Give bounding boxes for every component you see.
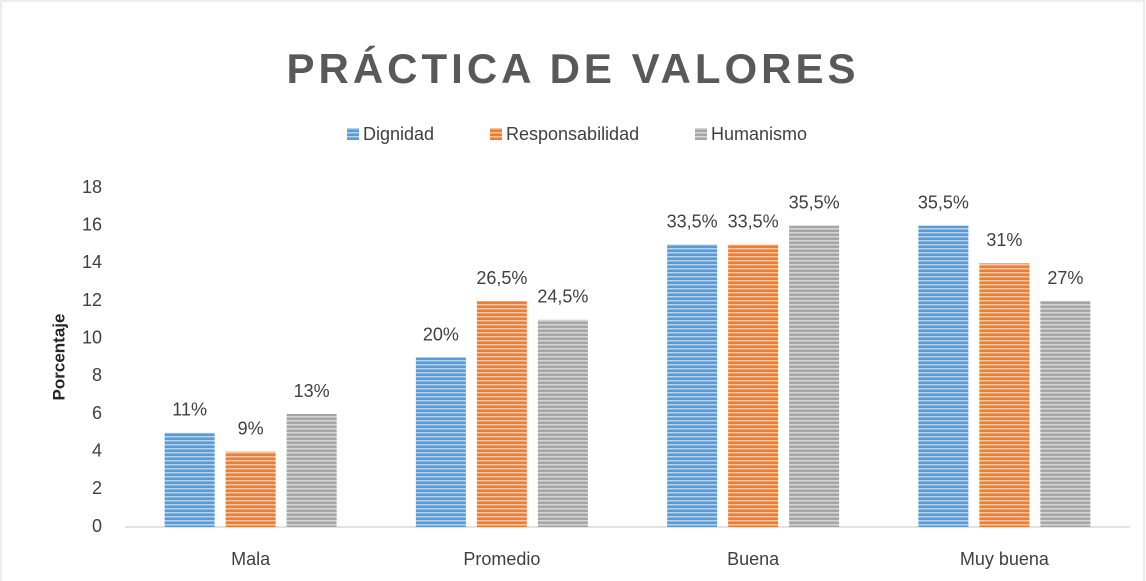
legend-swatch [490,128,502,140]
data-label: 35,5% [918,192,969,212]
data-label: 33,5% [728,211,779,231]
data-label: 20% [423,324,459,344]
y-tick-label: 10 [82,327,102,347]
data-label: 9% [238,418,264,438]
bar [918,225,969,527]
bar [537,319,588,527]
data-label: 26,5% [476,268,527,288]
legend-swatch [695,128,707,140]
bar [164,432,215,527]
bar [667,244,718,527]
legend-label: Responsabilidad [506,124,639,144]
bar [415,357,466,527]
y-tick-label: 14 [82,252,102,272]
legend-swatch [347,128,359,140]
y-tick-label: 2 [92,478,102,498]
data-label: 11% [172,400,207,420]
bar [286,414,337,527]
legend-label: Humanismo [711,124,807,144]
x-tick-label: Buena [727,549,780,569]
data-label: 33,5% [667,211,718,231]
x-tick-label: Muy buena [960,549,1050,569]
chart-title: PRÁCTICA DE VALORES [286,45,859,92]
bar [728,244,779,527]
y-tick-label: 6 [92,403,102,423]
y-tick-label: 16 [82,214,102,234]
y-tick-label: 12 [82,290,102,310]
bar [979,263,1030,527]
data-label: 27% [1047,268,1083,288]
data-label: 24,5% [537,287,588,307]
data-label: 13% [294,381,330,401]
y-tick-label: 8 [92,365,102,385]
y-axis-title: Porcentaje [49,314,68,401]
bar [789,225,840,527]
y-tick-label: 0 [92,516,102,536]
legend-label: Dignidad [363,124,434,144]
data-label: 35,5% [789,192,840,212]
bar [225,451,276,527]
y-tick-label: 18 [82,177,102,197]
y-tick-label: 4 [92,440,102,460]
data-label: 31% [986,230,1022,250]
x-tick-label: Promedio [463,549,540,569]
bar [1040,301,1091,527]
x-tick-label: Mala [231,549,271,569]
bar [476,301,527,527]
